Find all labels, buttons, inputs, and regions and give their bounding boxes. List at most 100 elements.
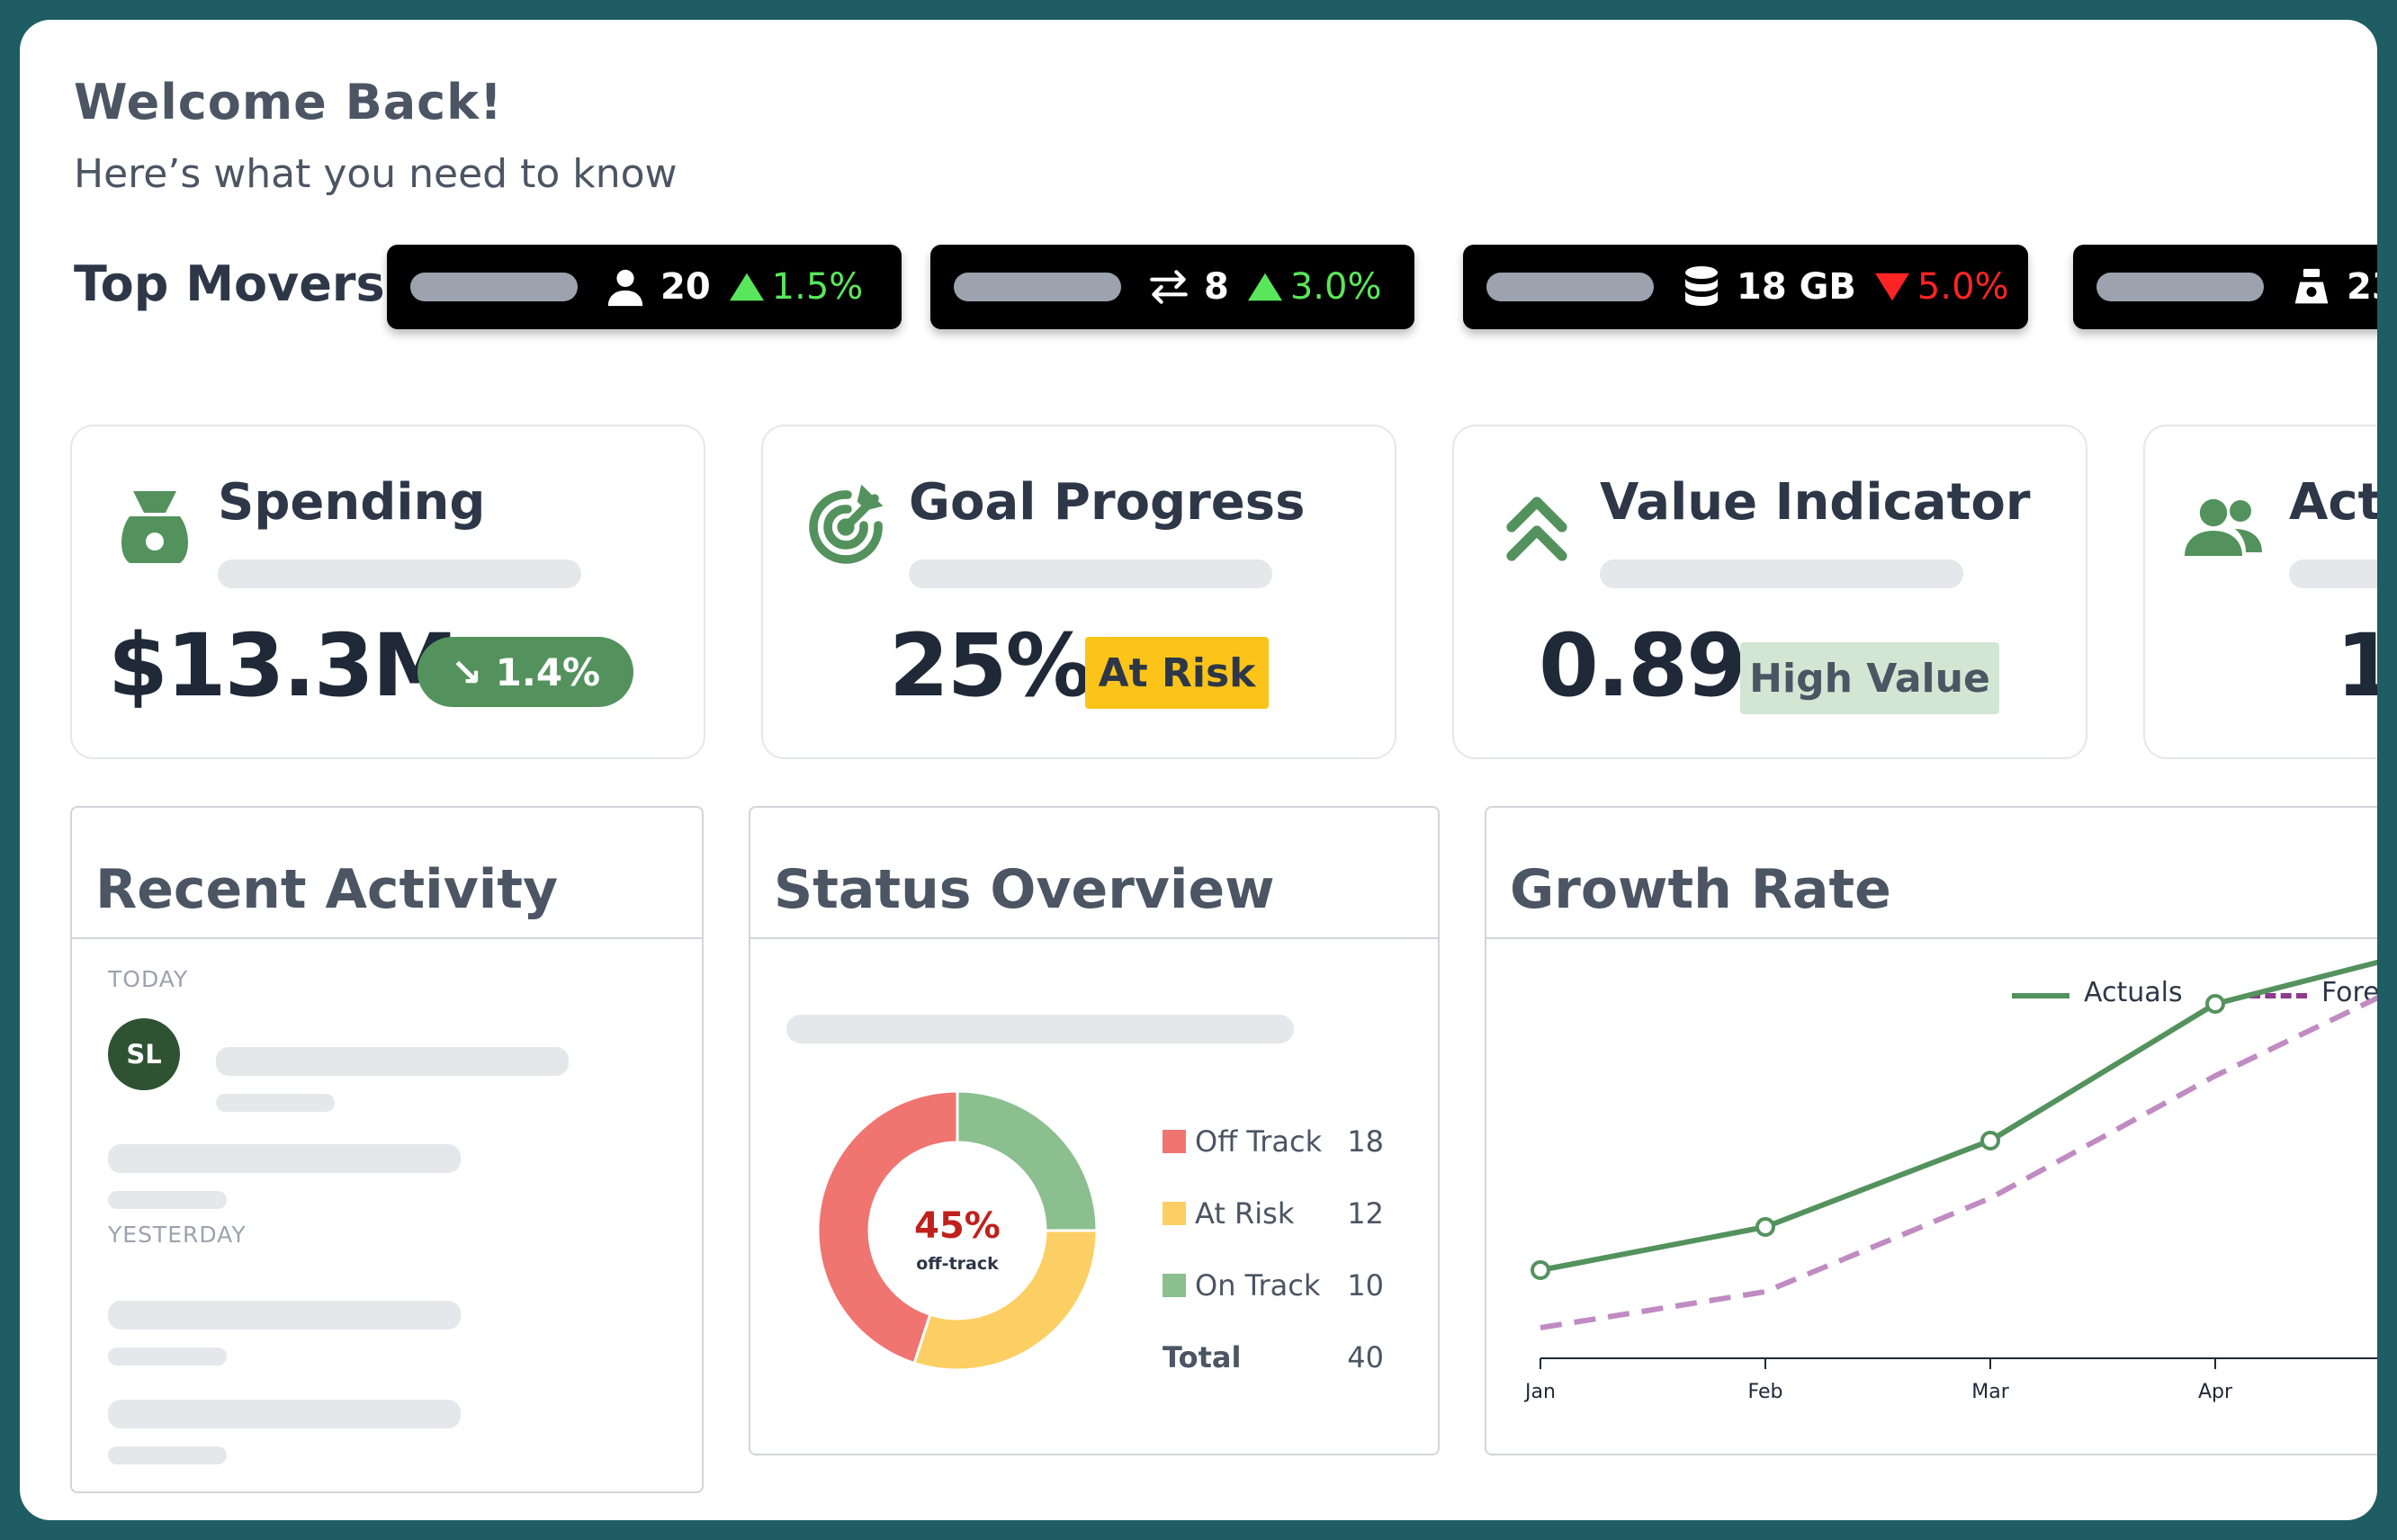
card-title: Act — [2289, 473, 2377, 532]
legend-count: 18 — [1347, 1124, 1384, 1159]
data-point[interactable] — [1980, 1131, 2000, 1151]
activity-placeholder — [108, 1301, 461, 1330]
mover-value: 23 — [2347, 266, 2377, 308]
card-value: 0.89 — [1539, 615, 1746, 716]
change-badge: ↘ 1.4% — [417, 637, 633, 707]
status-overview-panel: Status Overview 45% off-track Off Track … — [749, 806, 1440, 1455]
legend-item-on-track: On Track — [1163, 1268, 1320, 1303]
today-label: TODAY — [108, 966, 189, 992]
card-title: Goal Progress — [909, 473, 1306, 532]
mover-name-placeholder — [2096, 273, 2264, 301]
mover-change: 1.5% — [771, 266, 864, 308]
welcome-title: Welcome Back! — [74, 74, 503, 130]
card-subtitle-placeholder — [218, 560, 581, 588]
value-badge: High Value — [1740, 642, 1999, 714]
donut-slice-at-risk[interactable] — [912, 1229, 1099, 1372]
person-icon — [603, 264, 648, 309]
legend-label: Off Track — [1195, 1124, 1323, 1159]
card-active[interactable]: Act 1 — [2143, 425, 2377, 759]
mover-chip-transfers[interactable]: 8 3.0% — [930, 245, 1414, 329]
status-badge: At Risk — [1085, 637, 1269, 709]
recent-activity-panel: Recent Activity TODAY SL YESTERDAY — [70, 806, 704, 1493]
welcome-subtitle: Here’s what you need to know — [74, 151, 678, 197]
donut-slice-off-track[interactable] — [816, 1089, 959, 1365]
total-label: Total — [1163, 1340, 1242, 1374]
card-value: 1 — [2336, 615, 2377, 716]
data-point[interactable] — [2205, 994, 2225, 1014]
yesterday-label: YESTERDAY — [108, 1222, 247, 1248]
mover-chip-spending[interactable]: 23 — [2073, 245, 2377, 329]
activity-placeholder — [108, 1348, 227, 1365]
legend-count: 12 — [1347, 1196, 1384, 1231]
legend-line-forecast — [2249, 993, 2307, 998]
target-icon — [803, 484, 889, 570]
card-value: $13.3M — [108, 615, 458, 716]
mover-change: 5.0% — [1917, 266, 2009, 308]
card-title: Spending — [218, 473, 486, 532]
activity-placeholder — [108, 1191, 227, 1209]
activity-placeholder — [108, 1446, 227, 1464]
panel-divider — [750, 937, 1438, 939]
mover-chip-storage[interactable]: 18 GB 5.0% — [1463, 245, 2028, 329]
card-value-indicator[interactable]: Value Indicator 0.89 High Value — [1452, 425, 2087, 759]
users-icon — [2181, 484, 2267, 570]
data-point[interactable] — [1531, 1260, 1550, 1280]
card-subtitle-placeholder — [1600, 560, 1963, 588]
series-line-forecast — [1540, 995, 2377, 1330]
transfer-arrows-icon — [1146, 264, 1191, 309]
panel-title: Status Overview — [774, 858, 1275, 921]
avatar[interactable]: SL — [108, 1018, 180, 1090]
legend-label: On Track — [1195, 1268, 1321, 1303]
mover-name-placeholder — [410, 273, 578, 301]
double-chevron-up-icon — [1494, 484, 1580, 570]
series-line-actuals — [1540, 959, 2377, 1273]
card-subtitle-placeholder — [2289, 560, 2377, 588]
activity-placeholder — [108, 1400, 461, 1428]
mover-chip-users[interactable]: 20 1.5% — [387, 245, 902, 329]
donut-caption: off-track — [916, 1254, 999, 1274]
activity-placeholder — [216, 1047, 569, 1076]
mover-value: 8 — [1204, 266, 1229, 308]
mover-value: 20 — [660, 266, 711, 308]
panel-title: Recent Activity — [95, 858, 559, 921]
status-placeholder — [786, 1015, 1294, 1043]
activity-placeholder — [216, 1094, 335, 1112]
legend-label: At Risk — [1195, 1196, 1295, 1231]
mover-name-placeholder — [1486, 273, 1654, 301]
legend-item-off-track: Off Track — [1163, 1124, 1322, 1159]
data-point[interactable] — [1755, 1217, 1775, 1237]
x-tick-label: Feb — [1748, 1381, 1783, 1403]
dashboard-frame: Welcome Back! Here’s what you need to kn… — [20, 20, 2377, 1520]
donut-percent: 45% — [914, 1205, 1001, 1247]
panel-divider — [1486, 937, 2377, 939]
triangle-down-icon — [1874, 271, 1910, 303]
mover-name-placeholder — [954, 273, 1121, 301]
triangle-up-icon — [729, 271, 765, 303]
money-bag-icon — [2289, 264, 2334, 309]
card-value: 25% — [889, 615, 1092, 716]
legend-label-actuals: Actuals — [2084, 977, 2183, 1008]
legend-swatch — [1163, 1130, 1186, 1153]
growth-chart: JanFebMarAprMay — [1523, 959, 2377, 1403]
mover-value: 18 GB — [1737, 266, 1856, 308]
legend-line-actuals — [2012, 993, 2069, 998]
panel-title: Growth Rate — [1510, 858, 1891, 921]
donut-chart — [816, 1089, 1099, 1372]
legend-count: 10 — [1347, 1268, 1384, 1303]
donut-slice-on-track[interactable] — [956, 1089, 1099, 1232]
mover-change: 3.0% — [1289, 266, 1382, 308]
database-icon — [1679, 264, 1724, 309]
activity-placeholder — [108, 1144, 461, 1173]
x-tick-label: Mar — [1971, 1381, 2009, 1403]
total-count: 40 — [1347, 1340, 1384, 1374]
legend-swatch — [1163, 1274, 1186, 1297]
legend-swatch — [1163, 1202, 1186, 1225]
x-tick-label: Jan — [1523, 1381, 1556, 1403]
money-bag-icon — [112, 484, 198, 570]
card-goal-progress[interactable]: Goal Progress 25% At Risk — [761, 425, 1396, 759]
card-spending[interactable]: Spending $13.3M ↘ 1.4% — [70, 425, 705, 759]
top-movers-label: Top Movers — [74, 255, 385, 312]
legend-item-at-risk: At Risk — [1163, 1196, 1294, 1231]
panel-divider — [72, 937, 702, 939]
card-title: Value Indicator — [1600, 473, 2031, 532]
